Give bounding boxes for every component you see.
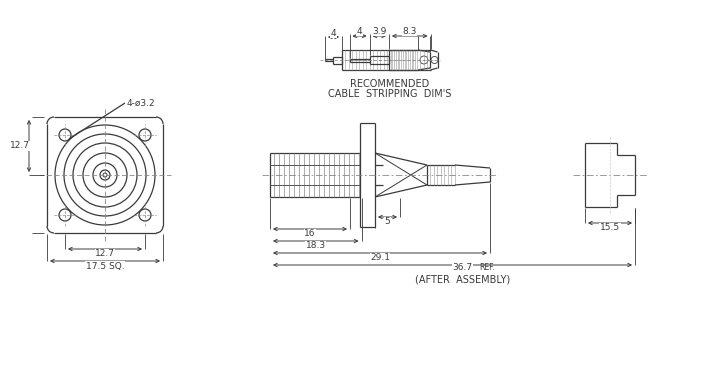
Text: 15.5: 15.5 [600,223,620,232]
Text: (AFTER  ASSEMBLY): (AFTER ASSEMBLY) [415,274,510,284]
Text: 16: 16 [305,229,316,239]
Text: 4: 4 [356,27,362,36]
Text: 3.9: 3.9 [372,27,387,36]
Text: 12.7: 12.7 [95,250,115,259]
Text: 17.5 SQ.: 17.5 SQ. [86,262,125,271]
Text: 5: 5 [384,218,390,227]
Text: 36.7: 36.7 [452,264,472,273]
Text: RECOMMENDED: RECOMMENDED [351,79,430,89]
Text: 29.1: 29.1 [370,254,390,262]
Text: REF.: REF. [480,264,495,273]
Text: 8.3: 8.3 [402,27,417,36]
Text: 4: 4 [330,28,336,37]
Text: CABLE  STRIPPING  DIM'S: CABLE STRIPPING DIM'S [328,89,451,99]
Text: 4-ø3.2: 4-ø3.2 [127,99,156,108]
Text: 18.3: 18.3 [306,241,326,250]
Text: 12.7: 12.7 [10,142,30,151]
